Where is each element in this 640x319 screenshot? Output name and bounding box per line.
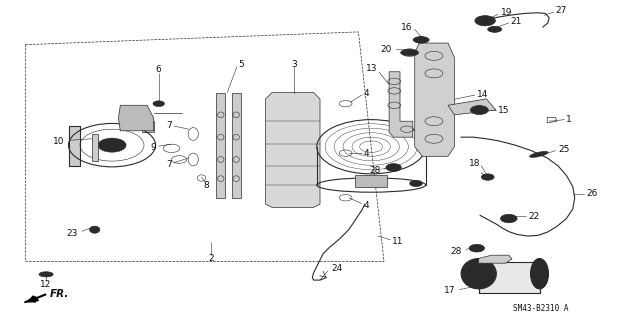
Ellipse shape — [461, 258, 497, 289]
Text: 8: 8 — [204, 181, 209, 190]
Text: 3: 3 — [292, 60, 297, 69]
Polygon shape — [479, 255, 512, 263]
Text: FR.: FR. — [50, 289, 69, 299]
Text: 1: 1 — [566, 115, 572, 124]
Polygon shape — [266, 93, 320, 207]
Circle shape — [500, 214, 517, 223]
Text: 15: 15 — [498, 106, 509, 115]
Bar — [479, 262, 540, 293]
Polygon shape — [142, 121, 154, 132]
Polygon shape — [69, 126, 80, 166]
Text: 28: 28 — [369, 166, 381, 175]
Text: 19: 19 — [500, 8, 512, 17]
Text: 23: 23 — [67, 229, 78, 238]
Polygon shape — [415, 43, 454, 156]
Circle shape — [386, 164, 401, 171]
Text: 2: 2 — [209, 254, 214, 263]
Text: 24: 24 — [332, 264, 343, 273]
Bar — [355, 175, 387, 187]
Text: 17: 17 — [444, 286, 456, 295]
Polygon shape — [118, 105, 154, 131]
Text: 14: 14 — [477, 90, 488, 99]
Polygon shape — [232, 93, 241, 198]
Text: 22: 22 — [528, 212, 540, 221]
Text: 12: 12 — [40, 280, 52, 289]
Bar — [92, 134, 98, 161]
Text: 6: 6 — [156, 65, 161, 74]
Ellipse shape — [90, 226, 100, 233]
Polygon shape — [24, 297, 38, 302]
Circle shape — [475, 16, 495, 26]
Circle shape — [469, 244, 484, 252]
Text: 20: 20 — [380, 45, 392, 54]
Text: 10: 10 — [52, 137, 64, 146]
Text: 28: 28 — [451, 247, 462, 256]
Text: 16: 16 — [401, 23, 413, 32]
Polygon shape — [216, 93, 225, 198]
Text: 7: 7 — [166, 160, 172, 169]
Circle shape — [410, 180, 422, 187]
Ellipse shape — [39, 272, 53, 277]
Circle shape — [153, 101, 164, 107]
Text: 13: 13 — [366, 64, 378, 73]
Circle shape — [415, 37, 428, 43]
Ellipse shape — [401, 49, 419, 56]
Ellipse shape — [413, 37, 429, 43]
Text: 26: 26 — [586, 189, 598, 198]
Polygon shape — [389, 72, 413, 137]
Ellipse shape — [488, 26, 502, 32]
Text: 5: 5 — [238, 60, 244, 69]
Text: 21: 21 — [511, 17, 522, 26]
Text: SM43-B2310 A: SM43-B2310 A — [513, 304, 568, 313]
Circle shape — [470, 106, 488, 115]
Ellipse shape — [531, 258, 548, 289]
Text: 27: 27 — [556, 6, 567, 15]
Text: 4: 4 — [364, 201, 369, 210]
Ellipse shape — [530, 152, 548, 157]
Circle shape — [98, 138, 126, 152]
Text: 11: 11 — [392, 237, 403, 246]
Text: 9: 9 — [150, 143, 156, 152]
Text: 7: 7 — [166, 121, 172, 130]
Text: 4: 4 — [364, 89, 369, 98]
Text: 4: 4 — [364, 149, 369, 158]
Circle shape — [481, 174, 494, 180]
Text: 18: 18 — [468, 159, 480, 168]
Text: 25: 25 — [558, 145, 570, 154]
Polygon shape — [448, 99, 496, 115]
